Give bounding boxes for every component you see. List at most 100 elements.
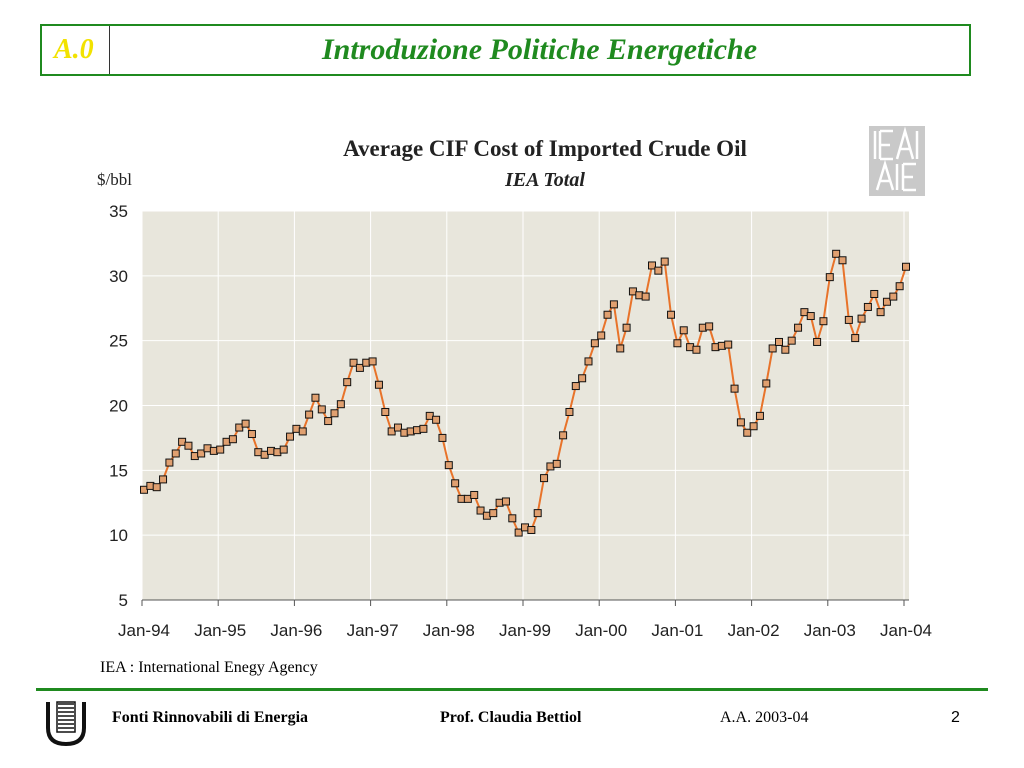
data-point (902, 262, 910, 271)
chart-subtitle: IEA Total (504, 169, 585, 191)
data-point (813, 337, 822, 346)
x-tick-label: Jan-94 (118, 621, 170, 640)
data-point (851, 334, 860, 343)
x-tick-label: Jan-99 (499, 621, 551, 640)
data-point (571, 382, 580, 391)
data-point (736, 418, 745, 427)
data-point (787, 336, 796, 345)
slide-header: A.0 Introduzione Politiche Energetiche (40, 24, 971, 76)
y-tick-label: 35 (109, 202, 128, 221)
data-point (660, 257, 669, 266)
footer-course: Fonti Rinnovabili di Energia (112, 709, 309, 726)
data-point (870, 289, 879, 298)
data-point (159, 475, 168, 484)
series-markers (140, 249, 910, 537)
data-point (755, 411, 764, 420)
data-point (724, 340, 733, 349)
data-point (489, 509, 498, 518)
data-point (336, 400, 345, 409)
data-point (775, 337, 783, 346)
data-point (838, 256, 847, 265)
y-axis-ticks: 5 10 15 20 25 30 35 (109, 202, 128, 610)
data-point (374, 380, 383, 389)
data-point (603, 310, 612, 319)
x-tick-label: Jan-01 (651, 621, 703, 640)
data-point (559, 431, 568, 440)
data-point (286, 432, 295, 441)
data-point (819, 317, 828, 326)
footer-author: Prof. Claudia Bettiol (440, 709, 582, 726)
data-point (749, 422, 758, 431)
page-number: 2 (951, 709, 960, 726)
x-tick-label: Jan-04 (880, 621, 932, 640)
data-point (305, 410, 314, 419)
data-point (692, 345, 701, 354)
data-point (863, 302, 872, 311)
data-point (622, 323, 631, 332)
data-point (768, 344, 777, 353)
data-point (641, 292, 650, 301)
iea-logo (869, 126, 925, 196)
data-point (349, 358, 358, 367)
data-point (648, 261, 656, 270)
y-axis-unit-label: $/bbl (97, 170, 132, 189)
data-point (197, 449, 206, 458)
data-point (876, 308, 885, 317)
x-tick-label: Jan-98 (423, 621, 475, 640)
data-point (565, 407, 574, 416)
section-tag: A.0 (42, 26, 110, 74)
data-point (597, 331, 606, 340)
x-tick-label: Jan-02 (728, 621, 780, 640)
x-tick-label: Jan-97 (347, 621, 399, 640)
data-point (889, 292, 898, 301)
data-point (533, 509, 542, 518)
data-point (616, 344, 625, 353)
data-point (844, 315, 853, 324)
data-point (381, 407, 390, 416)
data-point (781, 345, 790, 354)
data-point (394, 423, 402, 432)
university-logo (46, 701, 86, 746)
data-point (609, 300, 618, 309)
data-point (527, 525, 536, 534)
footnote: IEA : International Enegy Agency (100, 659, 318, 676)
data-point (279, 445, 288, 454)
y-tick-label: 30 (109, 267, 128, 286)
data-point (438, 433, 447, 442)
x-tick-label: Jan-00 (575, 621, 627, 640)
footer-year: A.A. 2003-04 (720, 709, 809, 726)
y-tick-label: 15 (109, 461, 128, 480)
data-point (552, 459, 561, 468)
data-point (171, 449, 180, 458)
data-point (794, 323, 803, 332)
data-point (501, 497, 510, 506)
data-point (762, 379, 771, 388)
data-point (330, 409, 339, 418)
data-point (825, 273, 834, 282)
data-point (540, 474, 549, 483)
data-point (343, 378, 352, 387)
data-point (247, 430, 256, 439)
y-tick-label: 25 (109, 332, 128, 351)
data-point (470, 490, 479, 499)
data-point (368, 357, 377, 366)
data-point (806, 312, 815, 321)
data-point (705, 322, 714, 331)
data-point (444, 461, 453, 470)
data-point (165, 458, 174, 467)
data-point (730, 384, 739, 393)
data-point (476, 506, 485, 515)
data-point (584, 357, 593, 366)
data-point (432, 415, 441, 424)
data-point (895, 282, 904, 291)
data-point (324, 417, 333, 426)
data-point (590, 339, 599, 348)
data-point (311, 393, 320, 402)
data-point (298, 427, 307, 436)
data-point (857, 314, 866, 323)
data-point (419, 424, 428, 433)
chart-title: Average CIF Cost of Imported Crude Oil (343, 136, 747, 161)
data-point (317, 405, 326, 414)
data-point (667, 310, 676, 319)
